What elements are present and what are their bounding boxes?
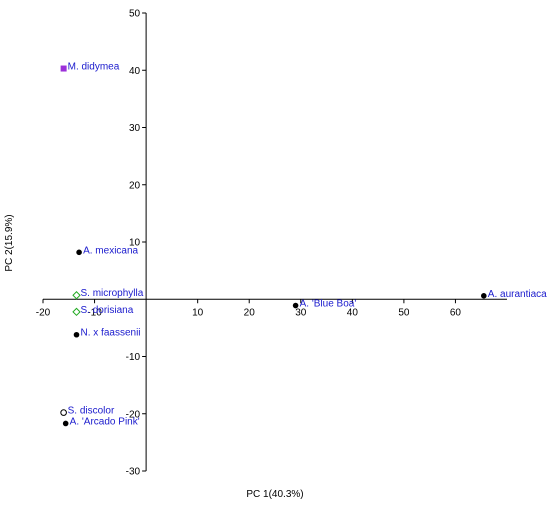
x-tick-label: 10 (192, 307, 204, 318)
data-point-group: A. 'Arcado Pink' (62, 416, 140, 427)
data-point-circle (481, 293, 487, 299)
data-point-group: A. mexicana (76, 245, 139, 256)
y-tick-label: 10 (129, 238, 141, 249)
data-point-label: S. discolor (68, 406, 115, 417)
data-point-label: S. dorisiana (81, 305, 134, 316)
x-tick-label: -20 (36, 307, 51, 318)
data-point-label: A. 'Arcado Pink' (70, 416, 140, 427)
data-point-open-circle (60, 409, 67, 416)
data-point-group: S. discolor (60, 406, 115, 417)
y-axis-title: PC 2(15.9%) (4, 214, 15, 271)
x-axis-title: PC 1(40.3%) (246, 489, 303, 500)
x-tick-label: 30 (295, 307, 307, 318)
y-tick-label: 40 (129, 66, 141, 77)
y-tick-label: 30 (129, 123, 141, 134)
data-point-label: M. didymea (68, 62, 120, 73)
data-point-group: A. aurantiaca (481, 289, 547, 300)
y-tick-label: -10 (126, 352, 141, 363)
x-tick-label: 20 (244, 307, 256, 318)
data-point-circle (73, 331, 80, 338)
data-point-diamond (72, 307, 81, 317)
data-point-circle (62, 420, 69, 427)
x-tick-label: 40 (347, 307, 359, 318)
data-point-diamond (72, 291, 81, 300)
y-tick-label: 50 (129, 9, 141, 20)
data-point-group: S. dorisiana (72, 305, 134, 317)
data-point-label: N. x faassenii (81, 328, 141, 339)
data-point-group: A. 'Blue Boa' (292, 299, 357, 310)
y-tick-label: 20 (129, 180, 141, 191)
x-tick-label: 50 (398, 307, 410, 318)
y-tick-label: -30 (126, 467, 141, 478)
data-point-label: A. 'Blue Boa' (300, 299, 357, 310)
x-tick-label: 60 (450, 307, 462, 318)
data-point-circle (76, 249, 82, 256)
ticks-layer: -20 -10 10 20 30 40 50 60 -30 -20 -10 10 20 30 40 50 (36, 9, 462, 478)
points-layer: M. didymea A. mexicana S. microphylla S. do… (60, 62, 547, 427)
data-point-label: S. microphylla (81, 288, 144, 299)
y-tick-label: -20 (126, 409, 141, 420)
data-point-label: A. mexicana (83, 245, 138, 256)
data-point-circle (292, 302, 299, 309)
data-point-group: M. didymea (60, 62, 120, 73)
data-point-group: N. x faassenii (73, 328, 141, 339)
x-tick-label: -10 (87, 307, 102, 318)
data-point-label: A. aurantiaca (488, 289, 547, 300)
data-point-square (60, 65, 67, 72)
data-point-group: S. microphylla (72, 288, 144, 300)
axes-layer (43, 13, 507, 471)
